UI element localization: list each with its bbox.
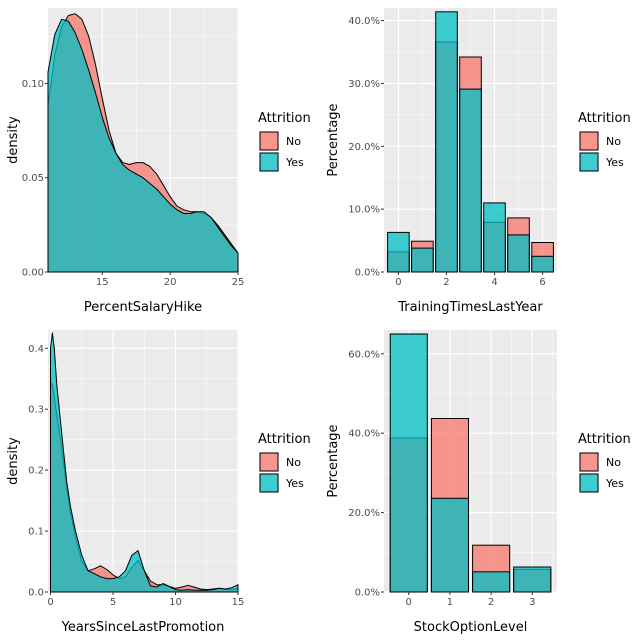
minor-gridlines bbox=[384, 330, 557, 592]
legend-title: Attrition bbox=[578, 432, 631, 447]
legend-label-yes: Yes bbox=[285, 477, 304, 490]
x-tick-label: 20 bbox=[164, 277, 177, 288]
density-area-yes bbox=[50, 332, 239, 593]
bar-yes-4 bbox=[483, 202, 506, 273]
legend-key-yes bbox=[579, 473, 599, 493]
legend-key-no bbox=[259, 452, 279, 472]
density-area-yes bbox=[47, 18, 239, 273]
bar-yes-3 bbox=[513, 566, 552, 593]
x-tick-label: 0 bbox=[47, 597, 53, 608]
y-tick-label: 0.1 bbox=[28, 527, 44, 538]
y-tick-label: 10.0% bbox=[348, 205, 380, 216]
legend: Attrition No Yes bbox=[578, 432, 631, 493]
x-tick-label: 5 bbox=[110, 597, 116, 608]
legend: Attrition No Yes bbox=[258, 111, 311, 172]
y-tick-label: 0.10 bbox=[22, 79, 44, 90]
x-tick-label: 2 bbox=[443, 277, 449, 288]
y-tick-label: 20.0% bbox=[348, 142, 380, 153]
legend: Attrition No Yes bbox=[578, 111, 631, 172]
legend-label-yes: Yes bbox=[285, 156, 304, 169]
legend-title: Attrition bbox=[258, 111, 311, 126]
legend-label-no: No bbox=[606, 456, 621, 469]
legend-label-no: No bbox=[606, 135, 621, 148]
y-tick-label: 0.0 bbox=[28, 588, 44, 599]
legend-key-yes bbox=[259, 152, 279, 172]
bar-yes-1 bbox=[430, 497, 469, 593]
y-tick-label: 0.0% bbox=[355, 268, 380, 279]
x-tick-label: 10 bbox=[169, 597, 182, 608]
bar-yes-3 bbox=[459, 88, 482, 273]
legend-label-no: No bbox=[286, 456, 301, 469]
x-axis-title: TrainingTimesLastYear bbox=[397, 300, 543, 315]
x-tick-label: 4 bbox=[491, 277, 497, 288]
y-axis-title: Percentage bbox=[326, 424, 341, 497]
legend: Attrition No Yes bbox=[258, 432, 311, 493]
panel-1: 0.00 0.05 0.10 15 20 25 PercentSalaryHike densi… bbox=[6, 8, 311, 315]
bar-yes-5 bbox=[507, 234, 530, 273]
bar-yes-0 bbox=[387, 231, 410, 273]
panel-3: 0.0 0.1 0.2 0.3 0.4 0 5 10 15 YearsSinceLastPromo… bbox=[6, 330, 311, 635]
panel-4: 0.0% 20.0% 40.0% 60.0% 0 1 2 3 StockOptionLevel P… bbox=[326, 330, 631, 635]
legend-title: Attrition bbox=[578, 111, 631, 126]
x-axis-title: StockOptionLevel bbox=[414, 620, 528, 635]
y-tick-label: 0.05 bbox=[22, 173, 44, 184]
x-tick-label: 6 bbox=[539, 277, 545, 288]
legend-key-no bbox=[259, 131, 279, 151]
x-tick-label: 15 bbox=[96, 277, 109, 288]
bar-yes-1 bbox=[411, 247, 434, 273]
y-tick-label: 60.0% bbox=[348, 349, 380, 360]
y-tick-label: 30.0% bbox=[348, 79, 380, 90]
y-tick-label: 0.0% bbox=[355, 588, 380, 599]
x-tick-label: 3 bbox=[529, 597, 535, 608]
x-tick-label: 0 bbox=[406, 597, 412, 608]
y-tick-label: 40.0% bbox=[348, 16, 380, 27]
y-tick-label: 0.00 bbox=[22, 268, 44, 279]
legend-label-yes: Yes bbox=[605, 477, 624, 490]
y-tick-label: 0.3 bbox=[28, 405, 44, 416]
panel-2: 0.0% 10.0% 20.0% 30.0% 40.0% 0 2 4 6 TrainingTime… bbox=[326, 8, 631, 315]
x-tick-label: 2 bbox=[488, 597, 494, 608]
y-tick-label: 20.0% bbox=[348, 508, 380, 519]
y-axis-title: Percentage bbox=[326, 103, 341, 176]
legend-label-no: No bbox=[286, 135, 301, 148]
y-axis-title: density bbox=[6, 437, 21, 485]
y-axis-title: density bbox=[6, 116, 21, 164]
x-axis-title: YearsSinceLastPromotion bbox=[61, 620, 225, 635]
legend-key-no bbox=[579, 131, 599, 151]
legend-label-yes: Yes bbox=[605, 156, 624, 169]
x-tick-label: 25 bbox=[232, 277, 245, 288]
x-axis-title: PercentSalaryHike bbox=[84, 300, 202, 315]
x-tick-label: 15 bbox=[232, 597, 245, 608]
legend-key-yes bbox=[259, 473, 279, 493]
x-tick-label: 0 bbox=[395, 277, 401, 288]
bar-yes-2 bbox=[435, 11, 458, 273]
x-tick-label: 1 bbox=[447, 597, 453, 608]
bar-yes-2 bbox=[472, 571, 511, 593]
bar-yes-0 bbox=[389, 333, 428, 593]
legend-title: Attrition bbox=[258, 432, 311, 447]
legend-key-yes bbox=[579, 152, 599, 172]
legend-key-no bbox=[579, 452, 599, 472]
bar-yes-6 bbox=[531, 255, 554, 273]
y-tick-label: 40.0% bbox=[348, 429, 380, 440]
y-tick-label: 0.2 bbox=[28, 466, 44, 477]
y-tick-label: 0.4 bbox=[28, 344, 44, 355]
